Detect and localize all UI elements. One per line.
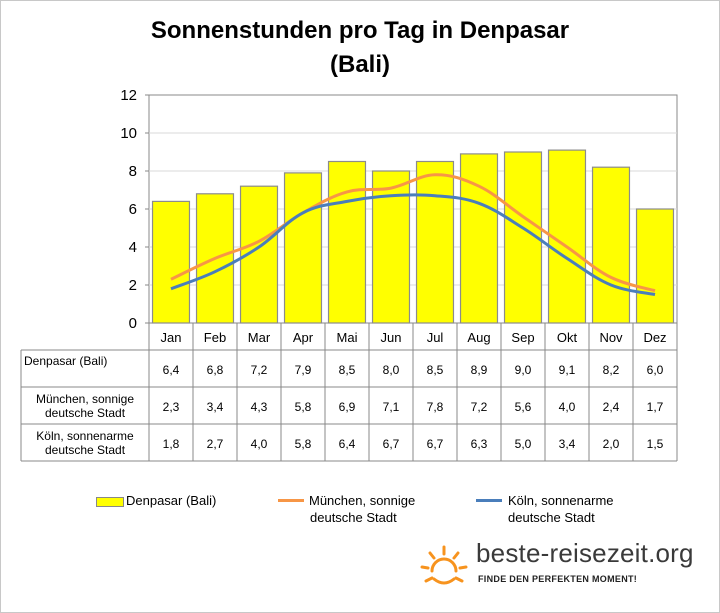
- x-tick-label: Mar: [248, 330, 271, 345]
- table-cell: 8,5: [339, 363, 356, 377]
- table-cell: 2,0: [603, 437, 620, 451]
- table-cell: 7,2: [471, 400, 488, 414]
- table-cell: 4,0: [559, 400, 576, 414]
- table-cell: 7,1: [383, 400, 400, 414]
- table-cell: 2,3: [163, 400, 180, 414]
- table-cell: 1,5: [647, 437, 664, 451]
- table-cell: 6,4: [339, 437, 356, 451]
- table-cell: 6,3: [471, 437, 488, 451]
- x-tick-label: Sep: [511, 330, 534, 345]
- table-cell: 5,8: [295, 400, 312, 414]
- table-cell: 8,0: [383, 363, 400, 377]
- table-cell: 3,4: [207, 400, 224, 414]
- series-line-1: [170, 173, 656, 293]
- table-row-label: deutsche Stadt: [45, 443, 126, 457]
- legend-label-koeln-1: Köln, sonnenarme: [508, 493, 614, 508]
- table-cell: 8,9: [471, 363, 488, 377]
- chart-title-line2: (Bali): [330, 51, 390, 78]
- series-line-2: [170, 193, 656, 296]
- table-cell: 4,3: [251, 400, 268, 414]
- x-tick-label: Jul: [427, 330, 444, 345]
- table-cell: 8,5: [427, 363, 444, 377]
- table-cell: 6,9: [339, 400, 356, 414]
- table-cell: 3,4: [559, 437, 576, 451]
- sun-logo-icon: [420, 545, 468, 585]
- x-tick-label: Jun: [381, 330, 402, 345]
- plot-area: 0 2 4 6 8 10 12: [120, 87, 678, 332]
- legend-item-denpasar: Denpasar (Bali): [96, 492, 216, 509]
- legend-swatch-line-muenchen: [278, 499, 304, 502]
- bar: [547, 149, 587, 324]
- data-table: Jan Feb Mar Apr Mai Jun Jul Aug Sep Okt Nov Dez Denp…: [20, 323, 678, 462]
- table-cell: 6,7: [383, 437, 400, 451]
- bar: [415, 160, 455, 324]
- y-tick-label: 0: [129, 315, 137, 332]
- x-tick-label: Apr: [293, 330, 314, 345]
- table-row-label: Köln, sonnenarme: [36, 429, 134, 443]
- legend-label-denpasar: Denpasar (Bali): [126, 493, 217, 508]
- bar: [151, 200, 191, 324]
- x-tick-label: Jan: [161, 330, 182, 345]
- legend-swatch-bar: [96, 496, 124, 507]
- table-cell: 5,6: [515, 400, 532, 414]
- x-tick-label: Feb: [204, 330, 226, 345]
- table-cell: 6,7: [427, 437, 444, 451]
- x-tick-label: Nov: [599, 330, 623, 345]
- y-tick-label: 12: [120, 87, 137, 104]
- table-cell: 5,8: [295, 437, 312, 451]
- table-cell: 6,8: [207, 363, 224, 377]
- table-row-label: Denpasar (Bali): [24, 354, 107, 368]
- bar: [283, 172, 323, 324]
- table-cell: 1,8: [163, 437, 180, 451]
- table-cell: 2,7: [207, 437, 224, 451]
- legend-swatch-line-koeln: [476, 499, 502, 502]
- y-tick-label: 2: [129, 277, 137, 294]
- y-tick-label: 10: [120, 125, 137, 142]
- legend-label-muenchen-2: deutsche Stadt: [310, 510, 397, 525]
- legend-label-muenchen-1: München, sonnige: [309, 493, 416, 508]
- bar: [635, 208, 675, 324]
- table-cell: 2,4: [603, 400, 620, 414]
- bar: [591, 166, 631, 324]
- table-cell: 7,9: [295, 363, 312, 377]
- y-tick-label: 4: [129, 239, 137, 256]
- x-tick-label: Aug: [467, 330, 490, 345]
- table-cell: 6,0: [647, 363, 664, 377]
- table-cell: 5,0: [515, 437, 532, 451]
- table-cell: 4,0: [251, 437, 268, 451]
- x-tick-label: Okt: [557, 330, 578, 345]
- chart-title-line1: Sonnenstunden pro Tag in Denpasar: [150, 17, 570, 44]
- table-cell: 9,1: [559, 363, 576, 377]
- table-cell: 8,2: [603, 363, 620, 377]
- legend-item-muenchen: München, sonnige deutsche Stadt: [278, 492, 415, 526]
- chart-title: Sonnenstunden pro Tag in Denpasar (Bali): [0, 14, 720, 82]
- x-tick-label: Mai: [337, 330, 358, 345]
- legend-item-koeln: Köln, sonnenarme deutsche Stadt: [476, 492, 614, 526]
- y-tick-label: 6: [129, 201, 137, 218]
- table-row-label: München, sonnige: [36, 392, 134, 406]
- table-cell: 6,4: [163, 363, 180, 377]
- table-cell: 9,0: [515, 363, 532, 377]
- table-cell: 1,7: [647, 400, 664, 414]
- table-cell: 7,2: [251, 363, 268, 377]
- y-tick-label: 8: [129, 163, 137, 180]
- table-cell: 7,8: [427, 400, 444, 414]
- table-row-label: deutsche Stadt: [45, 406, 126, 420]
- x-tick-label: Dez: [643, 330, 666, 345]
- site-logo-text: beste-reisezeit.org: [476, 538, 694, 568]
- legend-label-koeln-2: deutsche Stadt: [508, 510, 595, 525]
- bar: [327, 160, 367, 324]
- site-tagline: FINDE DEN PERFEKTEN MOMENT!: [478, 574, 638, 584]
